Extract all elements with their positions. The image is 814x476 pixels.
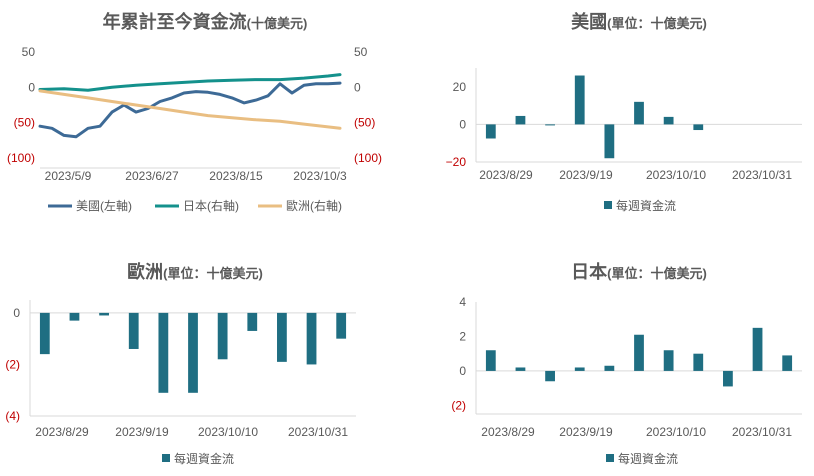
ytd-y-tick-left: 50 bbox=[22, 45, 36, 59]
us-title-main: 美國 bbox=[571, 12, 608, 32]
us-bar bbox=[515, 115, 526, 125]
us-bar bbox=[693, 124, 704, 131]
jp-bar bbox=[752, 327, 763, 371]
eu-bar bbox=[69, 312, 80, 321]
ytd-series-line bbox=[38, 73, 342, 92]
eu-bar bbox=[39, 312, 50, 355]
jp-bar bbox=[663, 350, 674, 371]
eu-x-tick-label: 2023/8/29 bbox=[35, 425, 89, 439]
jp-title: 日本(單位：十億美元) bbox=[474, 258, 804, 284]
ytd-x-tick-label: 2023/5/9 bbox=[45, 169, 92, 183]
jp-legend-label: 每週資金流 bbox=[618, 451, 678, 466]
us-bar bbox=[574, 75, 585, 125]
jp-title-main: 日本 bbox=[571, 262, 608, 282]
jp-bar bbox=[515, 367, 526, 371]
eu-bar bbox=[277, 312, 287, 362]
eu-bar bbox=[217, 312, 228, 360]
jp-y-tick-label: 2 bbox=[459, 329, 466, 343]
us-panel: 美國(單位：十億美元) 20 0 −20 2023/8/29 2023/9/19 2023… bbox=[414, 0, 814, 238]
ytd-y-tick-right: (100) bbox=[354, 151, 382, 165]
us-legend-label: 每週資金流 bbox=[616, 198, 676, 213]
eu-legend-swatch bbox=[162, 454, 170, 462]
eu-x-tick-label: 2023/10/31 bbox=[288, 425, 348, 439]
us-x-tick-label: 2023/10/10 bbox=[646, 168, 706, 182]
jp-y-tick-label: (2) bbox=[451, 398, 466, 412]
eu-bar bbox=[128, 312, 139, 349]
ytd-x-tick-label: 2023/8/15 bbox=[209, 169, 263, 183]
us-y-tick-label: 20 bbox=[453, 80, 467, 94]
us-title: 美國(單位：十億美元) bbox=[474, 8, 804, 34]
ytd-series-line bbox=[38, 89, 342, 130]
ytd-legend-label: 日本(右軸) bbox=[183, 198, 239, 213]
eu-title-main: 歐洲 bbox=[127, 262, 164, 282]
eu-chart-svg: 0 (2) (4) 2023/8/29 2023/9/19 2023/10/10 2023/… bbox=[5, 300, 356, 466]
jp-bar bbox=[604, 365, 615, 371]
ytd-series-line bbox=[38, 81, 342, 139]
eu-legend-label: 每週資金流 bbox=[174, 451, 234, 466]
us-x-tick-label: 2023/9/19 bbox=[559, 168, 613, 182]
eu-panel: 歐洲(單位：十億美元) 0 (2) (4) 2023/8/29 2023/9/19 202… bbox=[0, 238, 400, 476]
jp-x-tick-label: 2023/10/31 bbox=[732, 425, 792, 439]
jp-bar bbox=[485, 350, 496, 371]
jp-legend-swatch bbox=[606, 454, 614, 462]
ytd-chart-svg: 50 50 0 0 (50) (50) (100) (100) 2023/5/9 2023/6/2… bbox=[7, 45, 382, 213]
jp-y-tick-label: 4 bbox=[459, 295, 466, 309]
jp-chart-svg: 4 2 0 (2) 2023/8/29 2023/9/19 2023/10/10 2023/1… bbox=[451, 295, 802, 466]
jp-bar bbox=[693, 353, 704, 371]
ytd-title-sub: (十億美元) bbox=[246, 16, 308, 31]
ytd-legend-label: 歐洲(右軸) bbox=[286, 198, 342, 213]
us-chart-svg: 20 0 −20 2023/8/29 2023/9/19 2023/10/10 2023/1… bbox=[446, 68, 802, 213]
us-bar bbox=[485, 124, 496, 139]
jp-bar bbox=[574, 367, 585, 371]
eu-title-sub: (單位：十億美元) bbox=[163, 266, 263, 281]
ytd-y-tick-right: 50 bbox=[354, 45, 368, 59]
eu-bar bbox=[336, 312, 347, 339]
jp-y-tick-label: 0 bbox=[459, 364, 466, 378]
us-bar bbox=[663, 116, 674, 125]
eu-bar bbox=[99, 312, 109, 316]
ytd-y-tick-left: (50) bbox=[14, 116, 35, 130]
jp-bar bbox=[545, 370, 555, 382]
ytd-x-tick-label: 2023/6/27 bbox=[125, 169, 179, 183]
jp-title-sub: (單位：十億美元) bbox=[607, 266, 707, 281]
us-y-tick-label: 0 bbox=[459, 117, 466, 131]
eu-bar bbox=[247, 312, 258, 331]
us-y-tick-label: −20 bbox=[446, 155, 467, 169]
eu-x-tick-label: 2023/10/10 bbox=[198, 425, 258, 439]
jp-x-tick-label: 2023/10/10 bbox=[646, 425, 706, 439]
eu-y-tick-label: (2) bbox=[5, 357, 20, 371]
us-legend-swatch bbox=[604, 201, 612, 209]
us-bar bbox=[545, 124, 555, 126]
ytd-y-tick-left: 0 bbox=[28, 80, 35, 94]
ytd-title-main: 年累計至今資金流 bbox=[102, 12, 247, 32]
eu-y-tick-label: 0 bbox=[13, 306, 20, 320]
us-x-tick-label: 2023/8/29 bbox=[479, 168, 533, 182]
eu-bar bbox=[188, 312, 198, 393]
eu-bar bbox=[306, 312, 317, 365]
eu-title: 歐洲(單位：十億美元) bbox=[30, 258, 360, 284]
jp-x-tick-label: 2023/9/19 bbox=[559, 425, 613, 439]
jp-bar bbox=[782, 355, 793, 371]
eu-bar bbox=[158, 312, 169, 393]
eu-y-tick-label: (4) bbox=[5, 409, 20, 423]
eu-x-tick-label: 2023/9/19 bbox=[115, 425, 169, 439]
jp-x-tick-label: 2023/8/29 bbox=[481, 425, 535, 439]
us-bar bbox=[634, 101, 644, 125]
ytd-panel: 年累計至今資金流(十億美元) 50 50 0 0 (50) (50) (100) (100) 2… bbox=[0, 0, 400, 238]
us-title-sub: (單位：十億美元) bbox=[607, 16, 707, 31]
us-bar bbox=[604, 124, 615, 159]
ytd-y-tick-right: (50) bbox=[354, 116, 375, 130]
ytd-legend-label: 美國(左軸) bbox=[76, 198, 132, 213]
jp-bar bbox=[723, 370, 733, 387]
ytd-x-tick-label: 2023/10/3 bbox=[293, 169, 347, 183]
ytd-title: 年累計至今資金流(十億美元) bbox=[40, 8, 370, 34]
jp-bar bbox=[634, 334, 644, 371]
jp-panel: 日本(單位：十億美元) 4 2 0 (2) 2023/8/29 2023/9/19 2023… bbox=[414, 238, 814, 476]
ytd-y-tick-right: 0 bbox=[354, 80, 361, 94]
ytd-y-tick-left: (100) bbox=[7, 151, 35, 165]
us-x-tick-label: 2023/10/31 bbox=[732, 168, 792, 182]
